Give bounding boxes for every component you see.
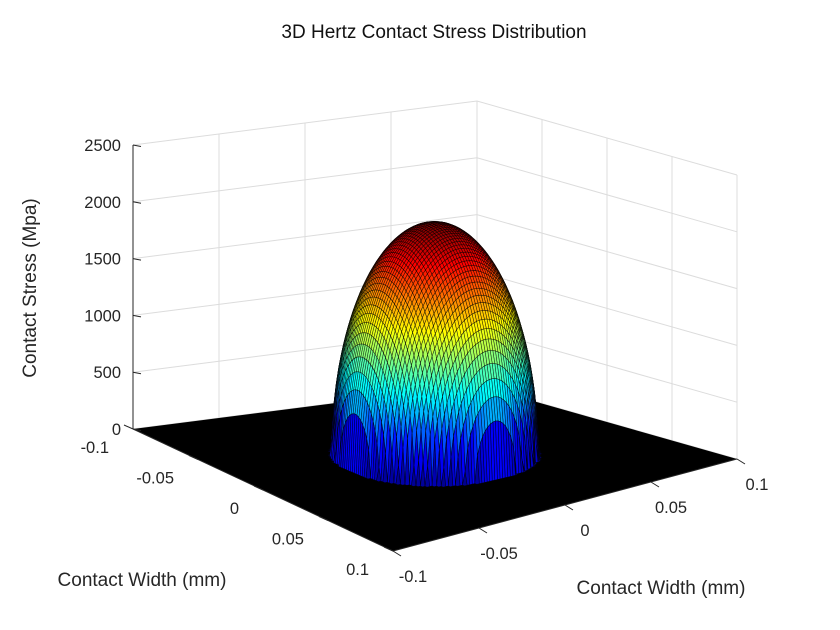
surface-patch: [365, 450, 371, 480]
x-tick-mark: [123, 424, 134, 430]
x-tick-mark: [383, 546, 394, 552]
z-tick-mark: [132, 258, 142, 261]
surface-patch: [420, 461, 426, 488]
surface-patch: [455, 457, 461, 487]
z-tick-label: 0: [112, 421, 121, 439]
z-tick-mark: [132, 144, 142, 147]
z-tick-label: 2500: [84, 137, 121, 155]
x-axis-label: Contact Width (mm): [58, 570, 227, 591]
z-tick-label: 500: [93, 364, 121, 382]
x-tick-label: 0.1: [346, 561, 369, 579]
z-tick-label: 1000: [84, 307, 121, 325]
z-tick-label: 2000: [84, 194, 121, 212]
x-tick-label: 0.05: [272, 531, 304, 549]
x-tick-label: 0: [230, 500, 239, 518]
surface-patch: [411, 465, 417, 487]
surface-patch: [462, 471, 468, 487]
axes: [123, 144, 746, 557]
y-tick-mark: [650, 481, 660, 488]
y-tick-label: 0.05: [655, 499, 687, 517]
x-tick-mark: [318, 516, 329, 521]
surface-patch: [424, 466, 430, 488]
surface-patch: [404, 439, 410, 486]
surface-patch: [431, 440, 437, 487]
surface-patch: [382, 454, 388, 483]
surface-patch: [440, 467, 446, 488]
y-tick-mark: [736, 458, 746, 465]
x-tick-label: -0.1: [81, 439, 109, 457]
z-tick-mark: [132, 371, 142, 375]
x-tick-mark: [188, 455, 199, 460]
gridline-z: [132, 100, 738, 176]
surface-patch: [474, 455, 480, 485]
chart-title: 3D Hertz Contact Stress Distribution: [281, 22, 586, 43]
surface-patch: [400, 448, 406, 486]
z-tick-mark: [132, 201, 142, 204]
surface-patch: [415, 461, 421, 487]
x-tick-mark: [253, 485, 264, 491]
y-tick-label: -0.05: [480, 545, 518, 563]
y-axis-label: Contact Width (mm): [577, 578, 746, 599]
surface-patch: [436, 449, 442, 488]
z-axis-label: Contact Stress (Mpa): [20, 198, 41, 378]
y-tick-mark: [564, 504, 574, 511]
z-tick-mark: [132, 428, 142, 431]
surface-patch: [389, 454, 395, 485]
y-tick-mark: [392, 550, 402, 557]
stress-dome-surface: [326, 221, 544, 488]
tick-labels: 0 500 1000 1500 2000 2500 0.1 0.05 0 -0.05 -0.1 -0.…: [81, 137, 769, 586]
y-tick-label: 0.1: [746, 476, 769, 494]
z-tick-label: 1500: [84, 251, 121, 269]
y-tick-label: 0: [580, 522, 589, 540]
z-tick-mark: [132, 314, 142, 318]
surface-patch: [376, 467, 382, 482]
surface-patch: [395, 465, 401, 486]
surface-patch: [448, 457, 454, 487]
gridline-z: [132, 157, 738, 233]
x-tick-label: -0.05: [136, 470, 174, 488]
y-tick-label: -0.1: [399, 568, 427, 586]
y-tick-mark: [478, 527, 488, 534]
